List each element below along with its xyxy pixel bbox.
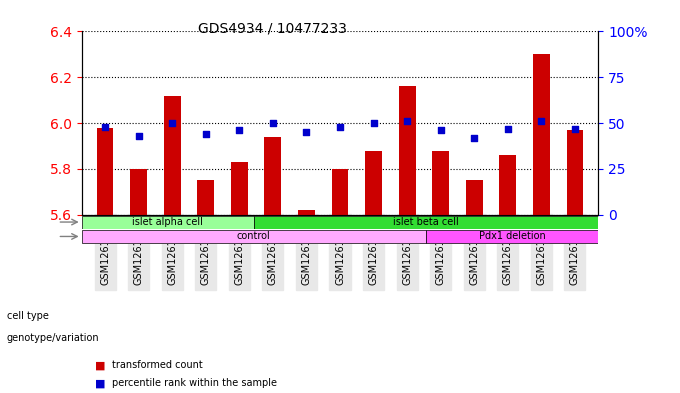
Text: control: control (237, 231, 271, 241)
FancyBboxPatch shape (82, 230, 426, 243)
FancyBboxPatch shape (82, 215, 254, 228)
Bar (499, 155, 516, 215)
Point (167, 120, 177, 126)
Text: islet alpha cell: islet alpha cell (133, 217, 203, 227)
Point (536, 118, 547, 125)
Text: Pdx1 deletion: Pdx1 deletion (479, 231, 545, 241)
Bar (332, 169, 348, 215)
Bar (265, 137, 282, 215)
Point (469, 135, 479, 141)
FancyBboxPatch shape (254, 215, 598, 228)
Bar (466, 180, 483, 215)
Bar (164, 95, 181, 215)
Bar (97, 128, 114, 215)
Bar (432, 151, 449, 215)
Bar (231, 162, 248, 215)
Point (201, 131, 211, 137)
Text: islet beta cell: islet beta cell (393, 217, 459, 227)
Point (100, 124, 111, 130)
Text: ■: ■ (95, 360, 105, 371)
Point (133, 133, 144, 139)
Bar (365, 151, 382, 215)
Point (368, 120, 379, 126)
Bar (533, 54, 549, 215)
Point (267, 120, 278, 126)
Point (335, 124, 345, 130)
Point (301, 129, 312, 136)
Text: percentile rank within the sample: percentile rank within the sample (112, 378, 277, 388)
Text: transformed count: transformed count (112, 360, 203, 371)
Point (234, 127, 245, 134)
Bar (197, 180, 214, 215)
Bar (566, 130, 583, 215)
Text: cell type: cell type (7, 311, 49, 321)
Bar (131, 169, 147, 215)
FancyBboxPatch shape (426, 230, 598, 243)
Bar (298, 210, 315, 215)
Point (435, 127, 446, 134)
Text: ■: ■ (95, 378, 105, 388)
Point (569, 125, 580, 132)
Point (503, 125, 513, 132)
Point (402, 118, 413, 125)
Text: GDS4934 / 10477233: GDS4934 / 10477233 (198, 22, 346, 36)
Bar (398, 86, 415, 215)
Text: genotype/variation: genotype/variation (7, 333, 99, 343)
